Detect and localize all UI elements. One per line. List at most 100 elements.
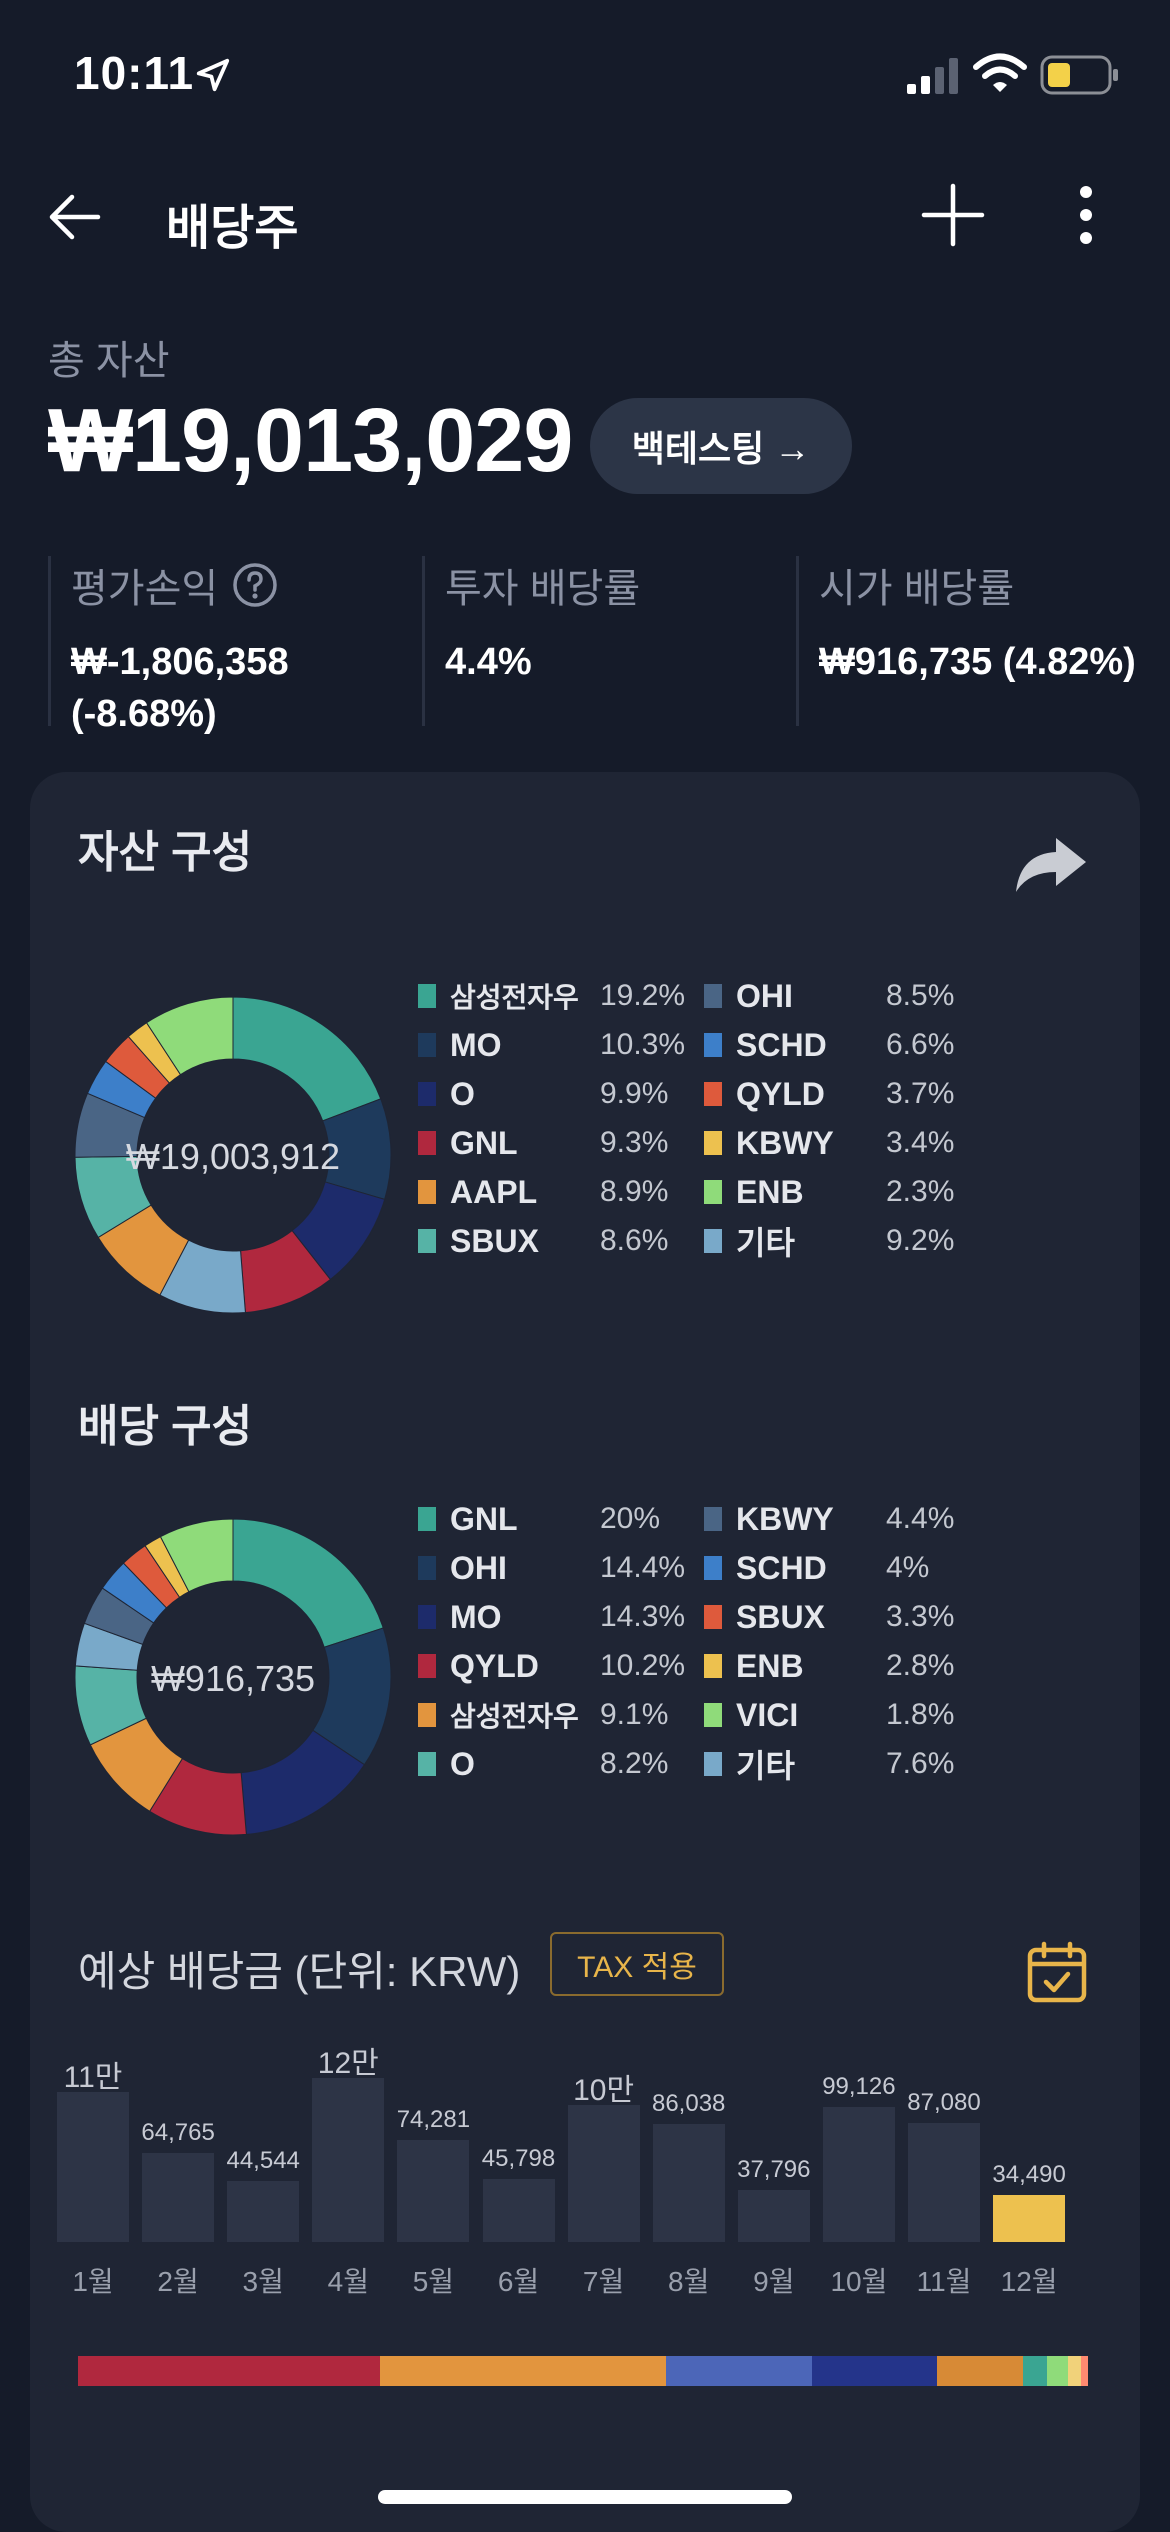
plus-icon[interactable] bbox=[918, 180, 988, 250]
dividend-bar-9[interactable] bbox=[737, 2190, 810, 2242]
dividend-bar-4[interactable] bbox=[312, 2078, 385, 2242]
asset-legend-item: SCHD 6.6% bbox=[704, 1025, 954, 1065]
dividend-bar-6[interactable] bbox=[482, 2179, 555, 2242]
legend-percent: 8.6% bbox=[600, 1224, 669, 1257]
legend-swatch bbox=[418, 1507, 436, 1531]
legend-swatch bbox=[704, 1556, 722, 1580]
month-label: 10월 bbox=[830, 2266, 888, 2297]
share-icon[interactable] bbox=[1010, 832, 1090, 898]
month-label: 8월 bbox=[668, 2266, 710, 2297]
bar-data-label: 37,796 bbox=[737, 2156, 811, 2183]
more-vertical-icon[interactable] bbox=[1066, 180, 1106, 250]
asset-legend-item: 삼성전자우 19.2% bbox=[418, 976, 685, 1016]
dividend-bar-5[interactable] bbox=[397, 2140, 470, 2242]
legend-name: KBWY bbox=[736, 1124, 834, 1161]
stat-value: ₩916,735 (4.82%) bbox=[819, 641, 1136, 683]
legend-name: O bbox=[450, 1745, 475, 1782]
legend-name: QYLD bbox=[736, 1075, 825, 1112]
dividend-bar-1[interactable] bbox=[57, 2092, 129, 2242]
month-label: 2월 bbox=[157, 2266, 199, 2297]
legend-swatch bbox=[418, 984, 436, 1008]
legend-name: 삼성전자우 bbox=[450, 1701, 579, 1732]
asset-slice-11 bbox=[145, 996, 234, 1076]
legend-percent: 10.2% bbox=[600, 1649, 686, 1682]
legend-percent: 9.9% bbox=[600, 1077, 669, 1110]
legend-percent: 4% bbox=[886, 1551, 930, 1584]
asset-legend-item: 기타 9.2% bbox=[704, 1221, 954, 1261]
dividend-donut-center-value: ₩916,735 bbox=[150, 1658, 316, 1699]
dividend-legend-item: ENB 2.8% bbox=[704, 1646, 954, 1686]
bar-data-label: 87,080 bbox=[907, 2089, 981, 2116]
legend-swatch bbox=[418, 1752, 436, 1776]
legend-percent: 20% bbox=[600, 1502, 661, 1535]
month-label: 6월 bbox=[497, 2266, 540, 2297]
bar-data-label: 11만 bbox=[63, 2061, 123, 2094]
legend-name: OHI bbox=[736, 977, 793, 1014]
page-title: 배당주 bbox=[166, 202, 299, 255]
dividend-legend-item: VICI 1.8% bbox=[704, 1695, 954, 1735]
month-label: 11월 bbox=[916, 2266, 972, 2297]
legend-percent: 14.3% bbox=[600, 1600, 686, 1633]
legend-swatch bbox=[704, 984, 722, 1008]
dividend-bar-12[interactable] bbox=[993, 2195, 1066, 2242]
legend-percent: 10.3% bbox=[600, 1028, 686, 1061]
stacked-segment-2 bbox=[665, 2356, 812, 2386]
asset-legend-item: AAPL 8.9% bbox=[418, 1172, 668, 1212]
dividend-bar-2[interactable] bbox=[142, 2153, 215, 2242]
stacked-segment-5 bbox=[1023, 2356, 1048, 2386]
back-arrow-icon[interactable] bbox=[42, 184, 108, 250]
dividend-bar-11[interactable] bbox=[908, 2123, 980, 2242]
stacked-segment-0 bbox=[78, 2356, 381, 2386]
dividend-legend-item: SCHD 4% bbox=[704, 1548, 929, 1588]
legend-percent: 1.8% bbox=[886, 1698, 955, 1731]
bar-data-label: 45,798 bbox=[481, 2145, 556, 2172]
legend-swatch bbox=[418, 1605, 436, 1629]
tax-applied-badge[interactable]: TAX 적용 bbox=[550, 1932, 724, 1996]
legend-name: VICI bbox=[736, 1696, 799, 1733]
asset-donut-center-value: ₩19,003,912 bbox=[125, 1136, 341, 1177]
legend-name: ENB bbox=[736, 1647, 804, 1684]
legend-name: 삼성전자우 bbox=[450, 982, 579, 1013]
stat-value: 4.4% bbox=[445, 641, 532, 683]
legend-swatch bbox=[704, 1180, 722, 1204]
legend-percent: 9.1% bbox=[600, 1698, 669, 1731]
legend-name: KBWY bbox=[736, 1500, 834, 1537]
legend-swatch bbox=[704, 1082, 722, 1106]
legend-percent: 3.3% bbox=[886, 1600, 955, 1633]
stat-market-yield: 시가 배당률 ₩916,735 (4.82%) bbox=[796, 556, 1136, 726]
legend-swatch bbox=[418, 1082, 436, 1106]
dividend-legend-item: 삼성전자우 9.1% bbox=[418, 1695, 668, 1735]
dividend-donut-chart bbox=[74, 1518, 392, 1836]
legend-swatch bbox=[704, 1605, 722, 1629]
wifi-icon bbox=[973, 53, 1027, 92]
legend-swatch bbox=[418, 1033, 436, 1057]
home-indicator bbox=[378, 2490, 792, 2504]
asset-slice-0 bbox=[232, 996, 382, 1122]
help-icon[interactable] bbox=[232, 562, 278, 608]
dividend-bar-10[interactable] bbox=[822, 2107, 895, 2242]
legend-swatch bbox=[418, 1229, 436, 1253]
legend-percent: 8.5% bbox=[886, 979, 955, 1012]
legend-percent: 9.2% bbox=[886, 1224, 955, 1257]
bar-data-label: 44,544 bbox=[226, 2147, 300, 2174]
legend-percent: 19.2% bbox=[600, 979, 686, 1012]
legend-swatch bbox=[704, 1703, 722, 1727]
total-assets-value: ₩19,013,029 bbox=[48, 391, 573, 491]
legend-percent: 4.4% bbox=[886, 1502, 955, 1535]
bar-data-label: 34,490 bbox=[992, 2161, 1066, 2188]
dividend-bar-8[interactable] bbox=[652, 2124, 725, 2242]
legend-swatch bbox=[704, 1229, 722, 1253]
asset-legend-item: O 9.9% bbox=[418, 1074, 668, 1114]
backtest-button[interactable]: 백테스팅 → bbox=[590, 398, 852, 494]
month-label: 9월 bbox=[753, 2266, 795, 2297]
legend-swatch bbox=[704, 1131, 722, 1155]
calendar-check-icon[interactable] bbox=[1026, 1940, 1088, 2004]
stacked-segment-6 bbox=[1047, 2356, 1069, 2386]
app-header: 배당주 bbox=[0, 170, 1170, 260]
month-label: 5월 bbox=[412, 2266, 455, 2297]
portfolio-card: 자산 구성 ₩19,003,912 삼성전자우 19.2% MO 10.3% O 9.9%… bbox=[30, 772, 1140, 2532]
dividend-slice-11 bbox=[159, 1518, 234, 1593]
dividend-bar-7[interactable] bbox=[567, 2105, 640, 2242]
dividend-bar-3[interactable] bbox=[227, 2181, 300, 2242]
month-label: 1월 bbox=[72, 2266, 114, 2297]
